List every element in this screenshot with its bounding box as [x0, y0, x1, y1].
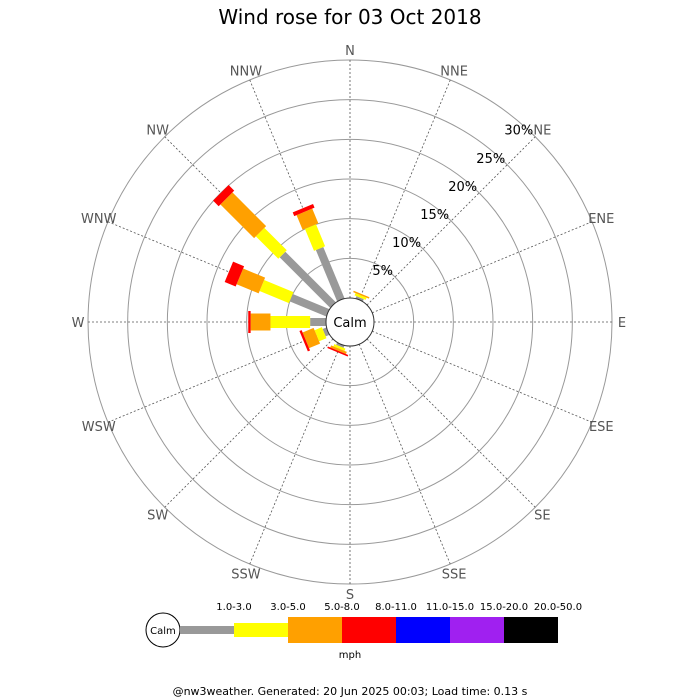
- radial-tick-label: 5%: [372, 264, 393, 279]
- petal-nw-bin-1: [255, 227, 287, 259]
- calm-circle: Calm: [325, 297, 375, 347]
- legend-bin-label: 15.0-20.0: [480, 602, 528, 613]
- petal-wnw-bin-1: [259, 279, 294, 304]
- legend-swatch-6: [504, 617, 558, 643]
- legend-bin-label: 11.0-15.0: [426, 602, 474, 613]
- legend-swatch-3: [342, 617, 396, 643]
- petal-wsw-bin-1: [314, 327, 327, 342]
- legend-bin-label: 5.0-8.0: [324, 602, 359, 613]
- petal-ssw-bin-1: [333, 344, 346, 351]
- speed-legend: Calm 1.0-3.0 3.0-5.0 5.0-8.0 8.0-11.0 11.0-15…: [145, 602, 582, 661]
- petal-wsw-bin-0: [322, 327, 330, 337]
- radial-tick-label: 10%: [392, 236, 421, 251]
- legend-calm-label: Calm: [150, 626, 176, 637]
- petal-nne-bin-1: [354, 293, 367, 300]
- legend-swatch-2: [288, 617, 342, 643]
- legend-bin-label: 1.0-3.0: [216, 602, 251, 613]
- petal-nnw-bin-3: [292, 203, 315, 217]
- legend-units-label: mph: [339, 650, 361, 661]
- petal-nw-bin-3: [213, 185, 235, 207]
- petal-wnw-bin-2: [236, 268, 266, 294]
- chart-grid: N NNE NE ENE E ESE SE SSE S SSW SW WSW W WNW NW NNW 5% 10…: [72, 44, 627, 603]
- direction-label-sw: SW: [147, 508, 168, 523]
- radial-tick-label: 20%: [448, 180, 477, 195]
- petal-wsw-bin-2: [302, 327, 321, 349]
- direction-label-e: E: [618, 316, 626, 331]
- calm-label: Calm: [333, 316, 366, 331]
- direction-label-wsw: WSW: [82, 420, 116, 435]
- legend-bin-label: 20.0-50.0: [534, 602, 582, 613]
- legend-swatch-1: [234, 623, 288, 637]
- legend-bin-label: 3.0-5.0: [270, 602, 305, 613]
- petal-nnw-bin-0: [315, 246, 345, 302]
- direction-label-wnw: WNW: [81, 212, 117, 227]
- petal-ssw-bin-3: [327, 346, 349, 357]
- petal-nw-bin-0: [279, 251, 336, 308]
- legend-swatch-5: [450, 617, 504, 643]
- chart-title: Wind rose for 03 Oct 2018: [218, 5, 481, 29]
- direction-label-se: SE: [534, 508, 550, 523]
- legend-bin-label: 8.0-11.0: [375, 602, 417, 613]
- direction-label-w: W: [72, 316, 85, 331]
- radial-tick-label: 25%: [476, 152, 505, 167]
- direction-label-ne: NE: [533, 124, 551, 139]
- petal-wnw-bin-0: [289, 293, 330, 317]
- direction-label-ene: ENE: [588, 212, 614, 227]
- petal-nnw-bin-2: [296, 208, 319, 230]
- petal-ssw-bin-2: [330, 345, 347, 355]
- footer-text: @nw3weather. Generated: 20 Jun 2025 00:0…: [173, 685, 528, 698]
- petal-wsw-bin-3: [299, 330, 311, 352]
- direction-label-nw: NW: [146, 124, 169, 139]
- grid-ring: [166, 138, 534, 506]
- petal-nw-bin-2: [220, 192, 267, 239]
- radial-tick-label: 30%: [504, 124, 533, 139]
- legend-swatch-4: [396, 617, 450, 643]
- direction-label-ssw: SSW: [231, 567, 261, 582]
- grid-ring: [206, 178, 494, 466]
- petal-nnw-bin-1: [304, 224, 326, 251]
- direction-label-s: S: [346, 588, 354, 603]
- wind-petals: [213, 185, 370, 357]
- petal-nne-bin-2: [353, 290, 370, 299]
- radial-tick-label: 15%: [420, 208, 449, 223]
- direction-label-sse: SSE: [442, 567, 467, 582]
- grid-ring: [246, 218, 454, 426]
- direction-label-n: N: [345, 44, 355, 59]
- petal-wnw-bin-3: [224, 261, 245, 287]
- direction-label-ese: ESE: [589, 420, 614, 435]
- direction-label-nnw: NNW: [230, 65, 262, 80]
- direction-label-nne: NNE: [440, 65, 468, 80]
- grid-ring: [127, 99, 573, 545]
- legend-swatch-0: [180, 626, 234, 634]
